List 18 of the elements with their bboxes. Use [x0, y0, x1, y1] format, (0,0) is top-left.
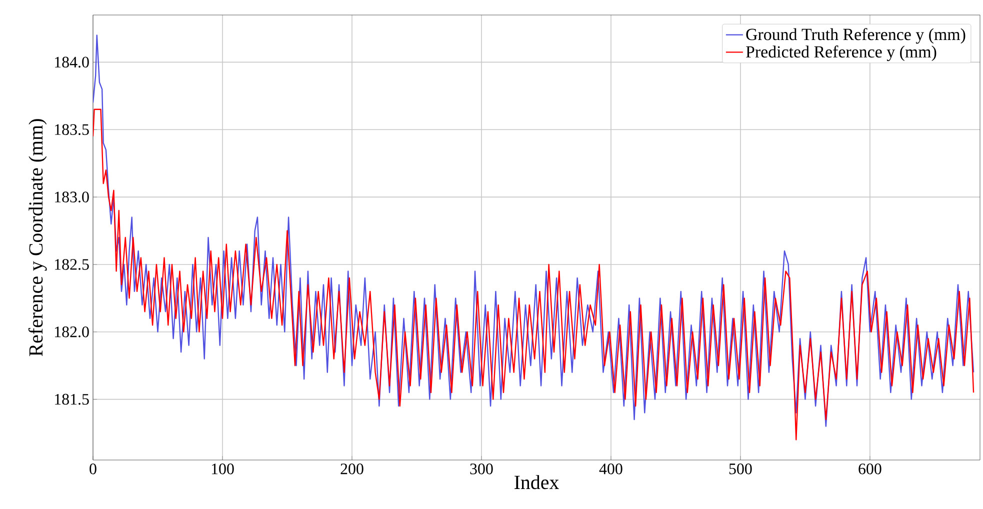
- y-tick-label: 181.5: [55, 394, 89, 405]
- y-axis-title: Reference y Coordinate (mm): [28, 119, 47, 356]
- y-tick-label: 183.0: [55, 192, 89, 202]
- x-tick-label: 100: [212, 464, 234, 474]
- legend-label: Predicted Reference y (mm): [746, 45, 936, 62]
- x-tick-label: 500: [729, 464, 752, 474]
- x-tick-label: 0: [90, 464, 96, 474]
- x-tick-label: 600: [858, 464, 882, 474]
- x-axis-title: Index: [514, 475, 559, 490]
- y-tick-label: 183.5: [55, 124, 89, 136]
- y-tick-label: 182.0: [55, 326, 89, 338]
- x-tick-label: 200: [340, 464, 364, 474]
- legend-label: Ground Truth Reference y (mm): [746, 28, 966, 44]
- x-tick-label: 400: [599, 464, 622, 474]
- x-tick-label: 300: [470, 464, 493, 474]
- line-series: [93, 108, 974, 440]
- y-tick-label: 184.0: [55, 56, 89, 68]
- y-tick-label: 182.5: [55, 259, 89, 270]
